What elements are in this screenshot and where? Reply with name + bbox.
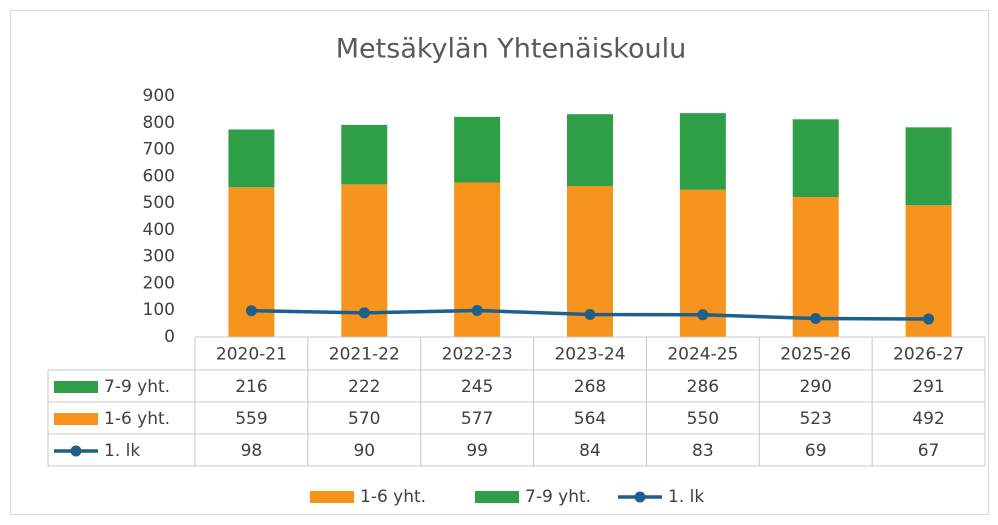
- bar-segment: [792, 119, 839, 197]
- bar-segment: [454, 116, 501, 183]
- table-cell: 222: [348, 377, 380, 397]
- x-tick-label: 2024-25: [667, 345, 738, 365]
- bar-segment: [341, 124, 388, 185]
- table-cell: 290: [799, 377, 831, 397]
- legend-key: [310, 491, 354, 503]
- y-tick-label: 100: [143, 300, 175, 320]
- x-tick-label: 2021-22: [329, 345, 400, 365]
- legend-key: [634, 491, 646, 503]
- y-tick-label: 700: [143, 140, 175, 160]
- table-cell: 216: [235, 377, 267, 397]
- legend-key: [475, 491, 519, 503]
- bar-segment: [905, 127, 952, 206]
- table-cell: 577: [461, 409, 493, 429]
- legend-label: 1. lk: [668, 487, 704, 507]
- table-cell: 564: [574, 409, 606, 429]
- table-cell: 99: [466, 441, 488, 461]
- line-marker: [923, 313, 935, 325]
- y-tick-label: 200: [143, 273, 175, 293]
- table-row-label: 7-9 yht.: [104, 377, 170, 397]
- legend-key: [54, 381, 98, 393]
- table-cell: 245: [461, 377, 493, 397]
- bar-segment: [679, 113, 726, 190]
- chart-title: Metsäkylän Yhtenäiskoulu: [336, 34, 686, 65]
- table-cell: 67: [918, 441, 940, 461]
- y-tick-label: 800: [143, 113, 175, 133]
- table-row-label: 1. lk: [104, 441, 140, 461]
- x-tick-label: 2020-21: [216, 345, 287, 365]
- table-cell: 84: [579, 441, 601, 461]
- y-tick-label: 500: [143, 193, 175, 213]
- table-cell: 291: [912, 377, 944, 397]
- x-tick-label: 2025-26: [780, 345, 851, 365]
- table-row-label: 1-6 yht.: [104, 409, 170, 429]
- line-marker: [358, 307, 370, 319]
- y-tick-label: 0: [164, 327, 175, 347]
- x-tick-label: 2022-23: [442, 345, 513, 365]
- table-cell: 98: [241, 441, 263, 461]
- table-cell: 69: [805, 441, 827, 461]
- y-tick-label: 300: [143, 247, 175, 267]
- legend-key: [54, 413, 98, 425]
- line-marker: [810, 313, 822, 325]
- legend-key: [70, 445, 82, 457]
- line-marker: [245, 305, 257, 317]
- table-cell: 550: [687, 409, 719, 429]
- table-cell: 492: [912, 409, 944, 429]
- table-cell: 83: [692, 441, 714, 461]
- table-cell: 570: [348, 409, 380, 429]
- table-cell: 523: [799, 409, 831, 429]
- table-cell: 286: [687, 377, 719, 397]
- legend-label: 7-9 yht.: [525, 487, 591, 507]
- x-tick-label: 2026-27: [893, 345, 964, 365]
- table-cell: 268: [574, 377, 606, 397]
- y-tick-label: 600: [143, 166, 175, 186]
- table-cell: 559: [235, 409, 267, 429]
- legend-label: 1-6 yht.: [360, 487, 426, 507]
- bar-segment: [567, 114, 613, 186]
- line-marker: [584, 309, 596, 321]
- table-cell: 90: [353, 441, 375, 461]
- y-tick-label: 900: [143, 86, 175, 106]
- bar-segment: [228, 129, 275, 188]
- y-tick-label: 400: [143, 220, 175, 240]
- line-marker: [697, 309, 709, 321]
- x-tick-label: 2023-24: [554, 345, 625, 365]
- line-marker: [471, 304, 483, 316]
